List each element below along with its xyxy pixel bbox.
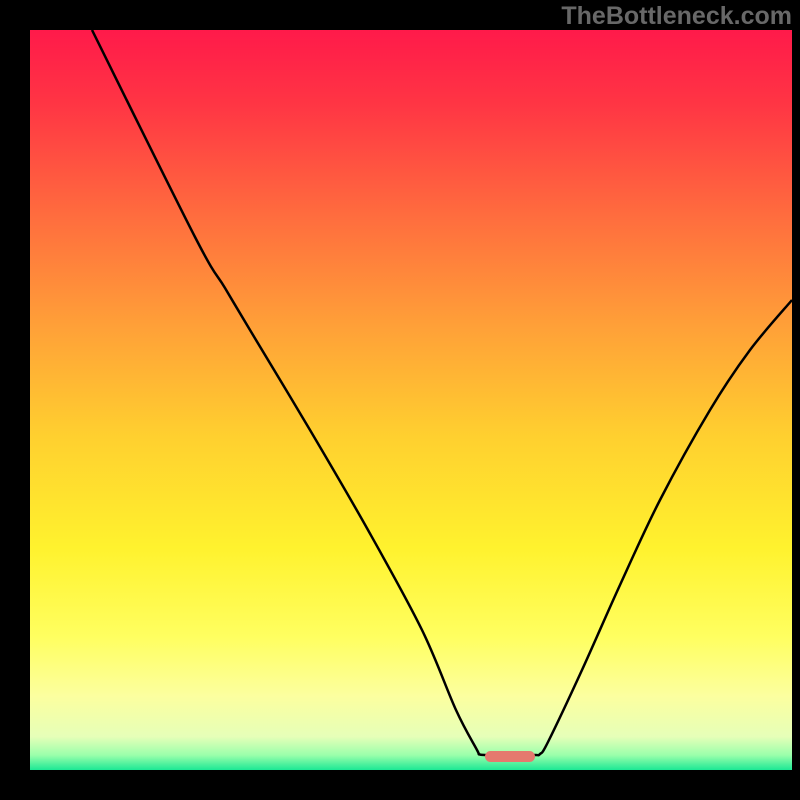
optimal-marker	[485, 751, 535, 762]
watermark-text: TheBottleneck.com	[561, 2, 792, 31]
plot-area	[30, 30, 792, 770]
gradient-background	[30, 30, 792, 770]
chart-container: TheBottleneck.com	[0, 0, 800, 800]
chart-svg	[30, 30, 792, 770]
